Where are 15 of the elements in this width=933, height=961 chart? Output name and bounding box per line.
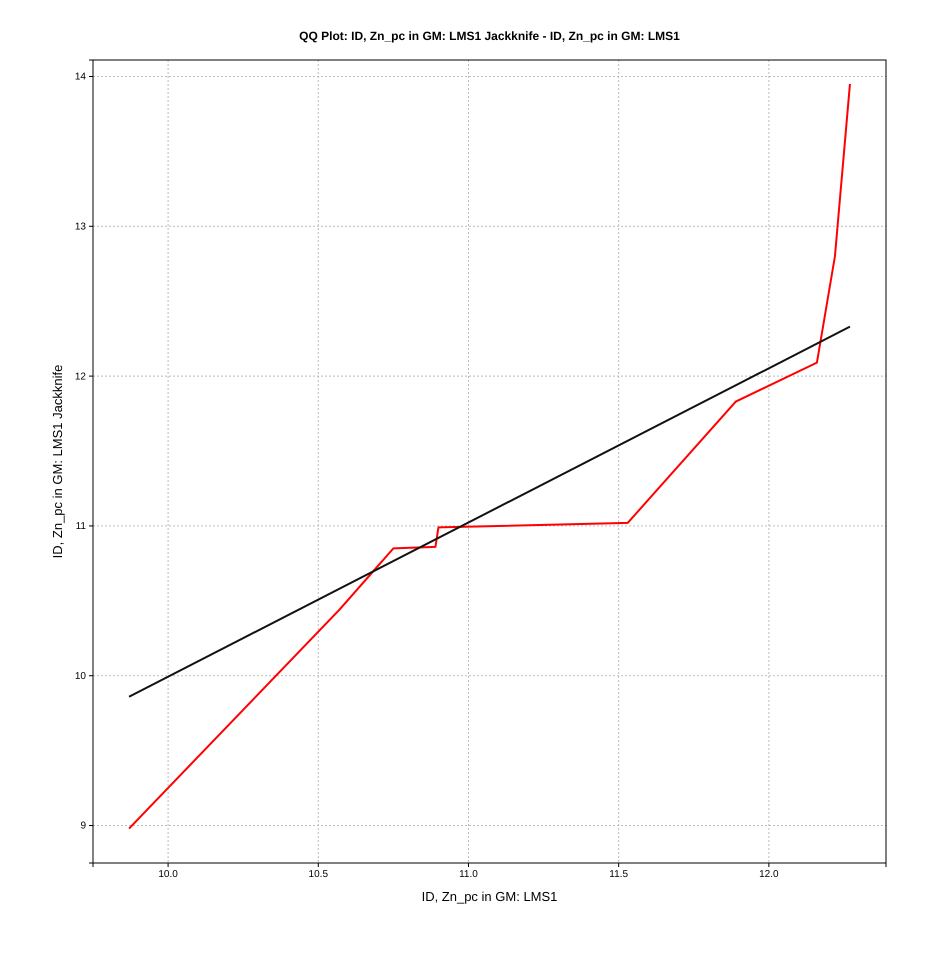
x-tick-label: 12.0 [759,869,780,880]
x-tick-label: 10.5 [308,869,328,880]
y-tick-label: 12 [74,371,86,382]
y-tick-label: 9 [80,820,86,832]
x-tick-label: 11.0 [459,869,478,880]
line-series [128,82,851,830]
y-tick-label: 13 [74,221,86,232]
y-tick-label: 10 [74,670,86,682]
y-tick-label: 14 [74,72,86,83]
x-axis-title: ID, Zn_pc in GM: LMS1 [422,889,558,904]
x-tick-label: 11.5 [609,869,628,880]
x-tick-label: 10.0 [158,869,178,880]
chart-title: QQ Plot: ID, Zn_pc in GM: LMS1 Jackknife - ID, Zn_pc in GM: LMS1 [299,29,680,43]
y-tick-label: 11 [76,521,86,532]
y-axis-title: ID, Zn_pc in GM: LMS1 Jackknife [50,364,65,558]
